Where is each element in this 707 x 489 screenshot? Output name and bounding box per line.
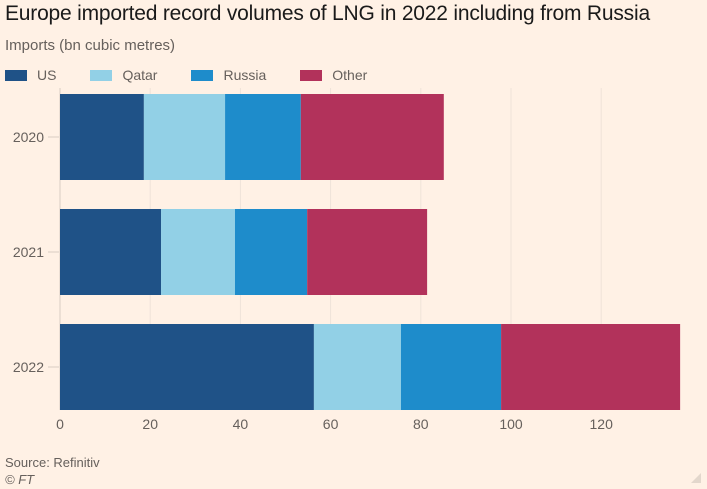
bar-2020-russia [225, 94, 301, 180]
x-tick-label-80: 80 [413, 416, 429, 432]
legend-label-russia: Russia [223, 67, 267, 83]
legend-swatch-russia [191, 69, 214, 81]
bar-2021-us [60, 209, 162, 295]
x-tick-label-60: 60 [323, 416, 339, 432]
x-tick-label-120: 120 [590, 416, 614, 432]
copyright-note: © FT [5, 472, 35, 487]
bar-2021-russia [234, 209, 308, 295]
bar-2022-qatar [313, 324, 401, 410]
legend-label-qatar: Qatar [122, 67, 158, 83]
source-note: Source: Refinitiv [5, 455, 100, 470]
bar-2020-qatar [143, 94, 226, 180]
x-tick-label-40: 40 [233, 416, 249, 432]
legend-item-qatar: Qatar [90, 67, 157, 83]
bar-2021-other [307, 209, 428, 295]
legend-item-russia: Russia [191, 67, 266, 83]
bar-2020-us [60, 94, 144, 180]
x-tick-label-0: 0 [56, 416, 64, 432]
bar-2022-us [60, 324, 314, 410]
y-tick-label-2022: 2022 [13, 359, 44, 375]
legend-swatch-other [300, 69, 323, 81]
chart-subtitle: Imports (bn cubic metres) [5, 37, 176, 54]
y-tick-label-2021: 2021 [13, 244, 44, 260]
legend-item-other: Other [300, 67, 367, 83]
bar-2022-other [501, 324, 681, 410]
x-tick-label-100: 100 [499, 416, 523, 432]
bar-2021-qatar [161, 209, 235, 295]
legend: US Qatar Russia Other [5, 67, 401, 83]
legend-label-other: Other [332, 67, 368, 83]
x-axis-labels: 0 20 40 60 80 100 120 [56, 416, 613, 432]
y-axis-labels: 2020 2021 2022 [13, 129, 59, 375]
chart-title: Europe imported record volumes of LNG in… [5, 2, 650, 25]
legend-swatch-qatar [90, 69, 113, 81]
bars [60, 94, 681, 410]
bar-2020-other [300, 94, 444, 180]
bar-2022-russia [400, 324, 502, 410]
legend-label-us: US [37, 67, 57, 83]
legend-swatch-us [5, 69, 27, 81]
y-tick-label-2020: 2020 [13, 129, 44, 145]
footer: Source: Refinitiv © FT [5, 454, 100, 488]
resize-grip-icon [691, 473, 701, 483]
legend-item-us: US [5, 67, 56, 83]
x-tick-label-20: 20 [142, 416, 158, 432]
